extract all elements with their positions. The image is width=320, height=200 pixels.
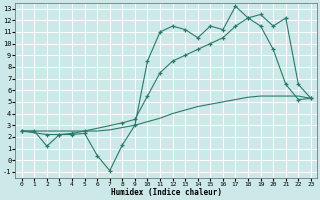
X-axis label: Humidex (Indice chaleur): Humidex (Indice chaleur) bbox=[111, 188, 222, 197]
